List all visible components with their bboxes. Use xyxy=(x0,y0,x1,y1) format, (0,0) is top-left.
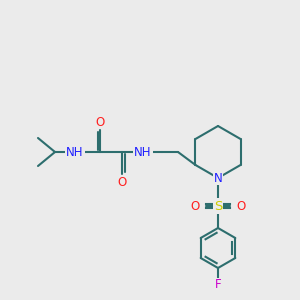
Text: O: O xyxy=(190,200,200,212)
Text: O: O xyxy=(95,116,105,128)
Text: N: N xyxy=(214,172,222,184)
Text: O: O xyxy=(117,176,127,188)
Text: O: O xyxy=(236,200,246,212)
Text: F: F xyxy=(215,278,221,292)
Text: NH: NH xyxy=(66,146,84,158)
Text: S: S xyxy=(214,200,222,212)
Text: NH: NH xyxy=(134,146,152,158)
